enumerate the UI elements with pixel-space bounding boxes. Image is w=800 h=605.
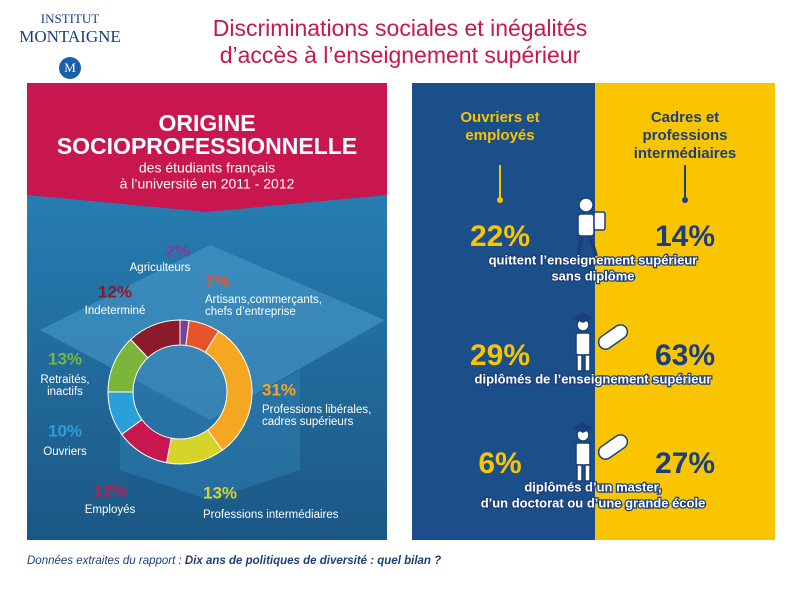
right-value: 27% bbox=[655, 447, 715, 480]
left-value: 29% bbox=[470, 339, 530, 372]
chart-subtitle: à l’université en 2011 - 2012 bbox=[120, 176, 295, 192]
right-value: 14% bbox=[655, 220, 715, 253]
connector-dot bbox=[682, 197, 688, 203]
column-header: Cadres et bbox=[651, 109, 719, 126]
row-text: diplômés de l’enseignement supérieur bbox=[475, 371, 712, 386]
category-label: Ouvriers bbox=[43, 446, 87, 458]
value-label: 13% bbox=[48, 349, 82, 368]
left-value: 6% bbox=[478, 447, 521, 480]
row-text: diplômés d’un master, bbox=[524, 479, 661, 494]
value-label: 7% bbox=[205, 271, 230, 290]
row-text: sans diplôme bbox=[551, 268, 634, 283]
connector-dot bbox=[497, 197, 503, 203]
category-label: Professions intermédiaires bbox=[203, 509, 339, 521]
row-text: quittent l’enseignement supérieur bbox=[489, 252, 698, 267]
logo-text: INSTITUT bbox=[41, 11, 100, 26]
logo-text: MONTAIGNE bbox=[19, 27, 121, 46]
value-label: 13% bbox=[203, 483, 237, 502]
right-value: 63% bbox=[655, 339, 715, 372]
page-title: d’accès à l’enseignement supérieur bbox=[220, 42, 581, 68]
right-panel-left bbox=[412, 83, 595, 540]
column-header: employés bbox=[465, 127, 534, 144]
category-label: inactifs bbox=[47, 386, 83, 398]
value-label: 10% bbox=[48, 421, 82, 440]
page-title: Discriminations sociales et inégalités bbox=[213, 15, 588, 41]
value-label: 12% bbox=[93, 481, 127, 500]
category-label: Employés bbox=[85, 504, 136, 516]
category-label: Agriculteurs bbox=[130, 262, 191, 274]
footer-prefix: Données extraites du rapport : bbox=[27, 555, 185, 567]
footer-report: Dix ans de politiques de diversité : que… bbox=[185, 555, 441, 567]
column-header: Ouvriers et bbox=[460, 109, 539, 126]
left-value: 22% bbox=[470, 220, 530, 253]
donut-segment bbox=[130, 319, 181, 359]
category-label: cadres supérieurs bbox=[262, 416, 354, 428]
category-label: Retraités, bbox=[40, 374, 89, 386]
category-label: Artisans,commerçants, bbox=[205, 294, 322, 306]
logo: INSTITUT MONTAIGNE M bbox=[19, 11, 121, 79]
footer: Données extraites du rapport : Dix ans d… bbox=[27, 555, 441, 567]
category-label: Indeterminé bbox=[85, 305, 146, 317]
logo-icon: M bbox=[64, 60, 76, 75]
right-panel-right bbox=[595, 83, 775, 540]
chart-subtitle: des étudiants français bbox=[139, 160, 275, 176]
value-label: 2% bbox=[166, 241, 191, 260]
category-label: chefs d’entreprise bbox=[205, 306, 296, 318]
chart-title: SOCIOPROFESSIONNELLE bbox=[57, 133, 357, 159]
logo-icon bbox=[59, 57, 81, 79]
column-header: professions bbox=[642, 127, 727, 144]
column-header: intermédiaires bbox=[634, 145, 737, 162]
donut: 2% Agriculteurs 7% Artisans,commerçants,che… bbox=[40, 241, 371, 521]
chart-title: ORIGINE bbox=[158, 110, 255, 136]
title-banner bbox=[27, 83, 387, 212]
category-label: Professions libérales, bbox=[262, 404, 371, 416]
value-label: 12% bbox=[98, 282, 132, 301]
value-label: 31% bbox=[262, 380, 296, 399]
icons bbox=[572, 197, 629, 482]
row-text: d’un doctorat ou d’une grande école bbox=[481, 495, 706, 510]
